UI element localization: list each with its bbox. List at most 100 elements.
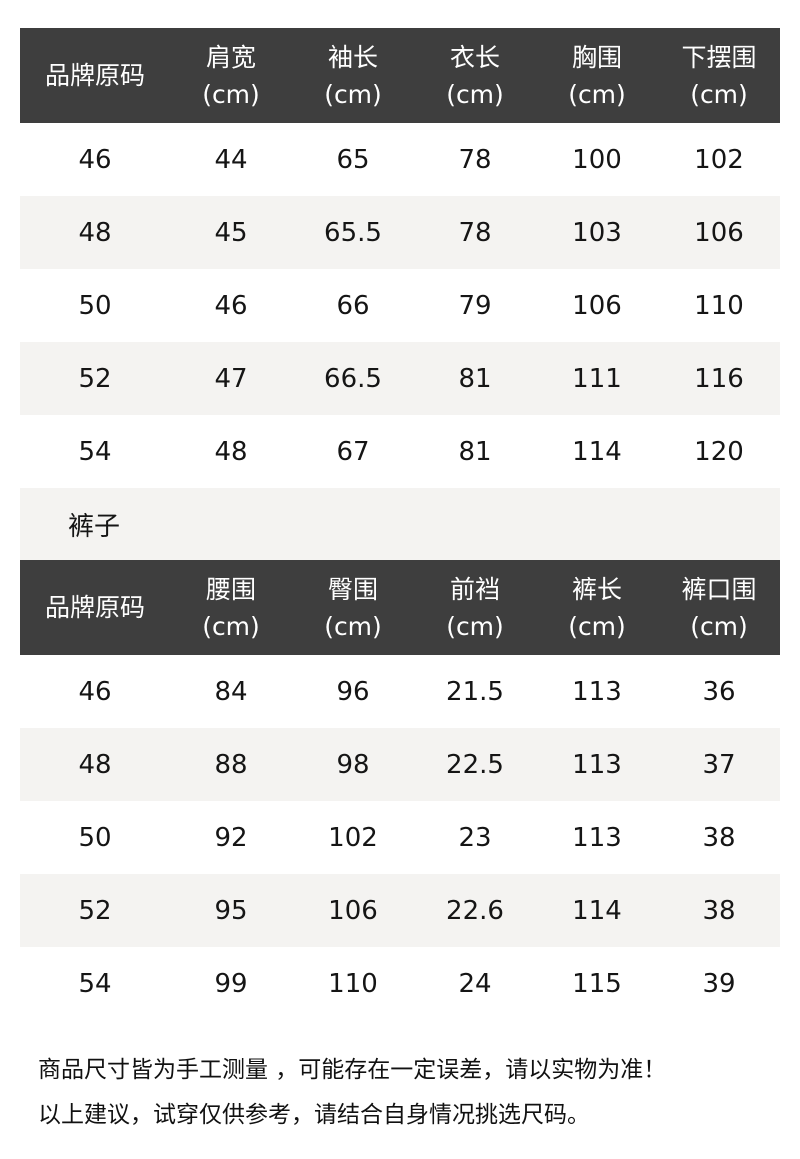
header-cell: 裤长 (cm) <box>536 560 658 655</box>
table-row: 46 44 65 78 100 102 <box>20 123 780 196</box>
header-cell: 品牌原码 <box>20 560 170 655</box>
table-cell: 67 <box>336 436 370 467</box>
table-cell: 36 <box>702 676 736 707</box>
table-cell: 54 <box>78 436 112 467</box>
table-cell: 95 <box>214 895 248 926</box>
table-cell: 110 <box>328 968 378 999</box>
table-cell: 38 <box>702 822 736 853</box>
header-unit: (cm) <box>690 611 748 641</box>
table-cell: 79 <box>458 290 492 321</box>
table-cell: 47 <box>214 363 248 394</box>
table-cell: 48 <box>78 749 112 780</box>
table-cell: 99 <box>214 968 248 999</box>
table-cell: 113 <box>572 676 622 707</box>
table-cell: 48 <box>78 217 112 248</box>
header-cell: 下摆围 (cm) <box>658 28 780 123</box>
header-label: 胸围 <box>571 42 622 72</box>
header-label: 袖长 <box>327 42 378 72</box>
disclaimer: 商品尺寸皆为手工测量 ，可能存在一定误差，请以实物为准！ 以上建议，试穿仅供参考… <box>20 1048 780 1138</box>
table-cell: 45 <box>214 217 248 248</box>
header-row: 品牌原码 肩宽 (cm) 袖长 (cm) 衣长 (cm) 胸围 (cm) 下摆围 (cm) <box>20 28 780 123</box>
header-cell: 衣长 (cm) <box>414 28 536 123</box>
table-cell: 37 <box>702 749 736 780</box>
table-cell: 54 <box>78 968 112 999</box>
pants-size-table: 品牌原码 腰围 (cm) 臀围 (cm) 前裆 (cm) 裤长 (cm) 裤口围 (cm) 46 84 9… <box>20 560 780 1020</box>
table-cell: 23 <box>458 822 492 853</box>
table-row: 54 48 67 81 114 120 <box>20 415 780 488</box>
table-cell: 46 <box>214 290 248 321</box>
table-cell: 110 <box>694 290 744 321</box>
table-cell: 106 <box>694 217 744 248</box>
table-cell: 39 <box>702 968 736 999</box>
table-cell: 81 <box>458 363 492 394</box>
table-cell: 102 <box>328 822 378 853</box>
header-label: 裤长 <box>571 574 622 604</box>
table-cell: 46 <box>78 144 112 175</box>
table-cell: 96 <box>336 676 370 707</box>
table-cell: 114 <box>572 436 622 467</box>
table-cell: 103 <box>572 217 622 248</box>
header-label: 衣长 <box>449 42 500 72</box>
table-row: 52 47 66.5 81 111 116 <box>20 342 780 415</box>
table-cell: 78 <box>458 217 492 248</box>
header-label: 下摆围 <box>681 42 757 72</box>
header-cell: 臀围 (cm) <box>292 560 414 655</box>
table-cell: 106 <box>328 895 378 926</box>
table-cell: 65 <box>336 144 370 175</box>
table-cell: 100 <box>572 144 622 175</box>
table-row: 48 45 65.5 78 103 106 <box>20 196 780 269</box>
header-cell: 袖长 (cm) <box>292 28 414 123</box>
header-label: 品牌原码 <box>44 593 145 622</box>
table-cell: 65.5 <box>324 217 382 248</box>
table-row: 48 88 98 22.5 113 37 <box>20 728 780 801</box>
table-cell: 50 <box>78 290 112 321</box>
table-row: 50 46 66 79 106 110 <box>20 269 780 342</box>
header-cell: 肩宽 (cm) <box>170 28 292 123</box>
header-unit: (cm) <box>446 79 504 109</box>
table-cell: 50 <box>78 822 112 853</box>
header-unit: (cm) <box>568 611 626 641</box>
header-unit: (cm) <box>568 79 626 109</box>
header-cell: 胸围 (cm) <box>536 28 658 123</box>
header-unit: (cm) <box>202 611 260 641</box>
table-cell: 84 <box>214 676 248 707</box>
table-cell: 38 <box>702 895 736 926</box>
table-cell: 115 <box>572 968 622 999</box>
header-unit: (cm) <box>690 79 748 109</box>
table-cell: 81 <box>458 436 492 467</box>
table-row: 54 99 110 24 115 39 <box>20 947 780 1020</box>
header-label: 品牌原码 <box>44 61 145 90</box>
table-cell: 44 <box>214 144 248 175</box>
header-unit: (cm) <box>324 611 382 641</box>
header-label: 肩宽 <box>205 42 256 72</box>
header-cell: 前裆 (cm) <box>414 560 536 655</box>
table-cell: 24 <box>458 968 492 999</box>
header-label: 腰围 <box>205 574 256 604</box>
table-cell: 113 <box>572 749 622 780</box>
header-unit: (cm) <box>446 611 504 641</box>
table-cell: 66 <box>336 290 370 321</box>
table-cell: 106 <box>572 290 622 321</box>
tops-size-table: 品牌原码 肩宽 (cm) 袖长 (cm) 衣长 (cm) 胸围 (cm) 下摆围 (cm) 46 44 6… <box>20 28 780 488</box>
table-cell: 102 <box>694 144 744 175</box>
header-unit: (cm) <box>324 79 382 109</box>
table-cell: 52 <box>78 895 112 926</box>
header-row: 品牌原码 腰围 (cm) 臀围 (cm) 前裆 (cm) 裤长 (cm) 裤口围 (cm) <box>20 560 780 655</box>
table-row: 52 95 106 22.6 114 38 <box>20 874 780 947</box>
table-row: 50 92 102 23 113 38 <box>20 801 780 874</box>
header-unit: (cm) <box>202 79 260 109</box>
table-cell: 120 <box>694 436 744 467</box>
table-cell: 22.6 <box>446 895 504 926</box>
header-label: 裤口围 <box>681 574 757 604</box>
pants-section-label-text: 裤子 <box>68 511 121 542</box>
disclaimer-line-2: 以上建议，试穿仅供参考，请结合自身情况挑选尺码。 <box>38 1102 590 1128</box>
header-label: 前裆 <box>449 574 500 604</box>
header-cell: 品牌原码 <box>20 28 170 123</box>
table-cell: 22.5 <box>446 749 504 780</box>
table-cell: 21.5 <box>446 676 504 707</box>
table-cell: 98 <box>336 749 370 780</box>
table-cell: 66.5 <box>324 363 382 394</box>
table-cell: 88 <box>214 749 248 780</box>
table-cell: 78 <box>458 144 492 175</box>
table-cell: 48 <box>214 436 248 467</box>
